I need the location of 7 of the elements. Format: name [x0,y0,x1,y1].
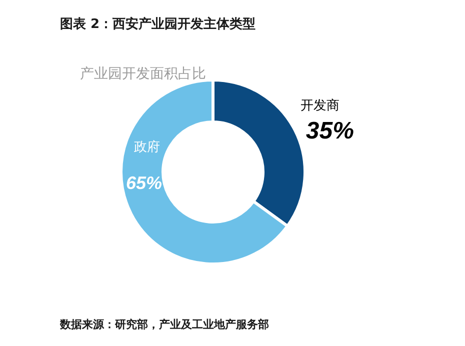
chart-title: 图表 2：西安产业园开发主体类型 [60,16,256,33]
chart-subtitle: 产业园开发面积占比 [80,65,206,83]
slice-label: 政府 [134,139,160,155]
data-label: 65% [126,173,162,193]
data-label: 35% [306,118,354,145]
source-note: 数据来源：研究部，产业及工业地产服务部 [60,317,269,332]
slice-label: 开发商 [300,98,340,114]
